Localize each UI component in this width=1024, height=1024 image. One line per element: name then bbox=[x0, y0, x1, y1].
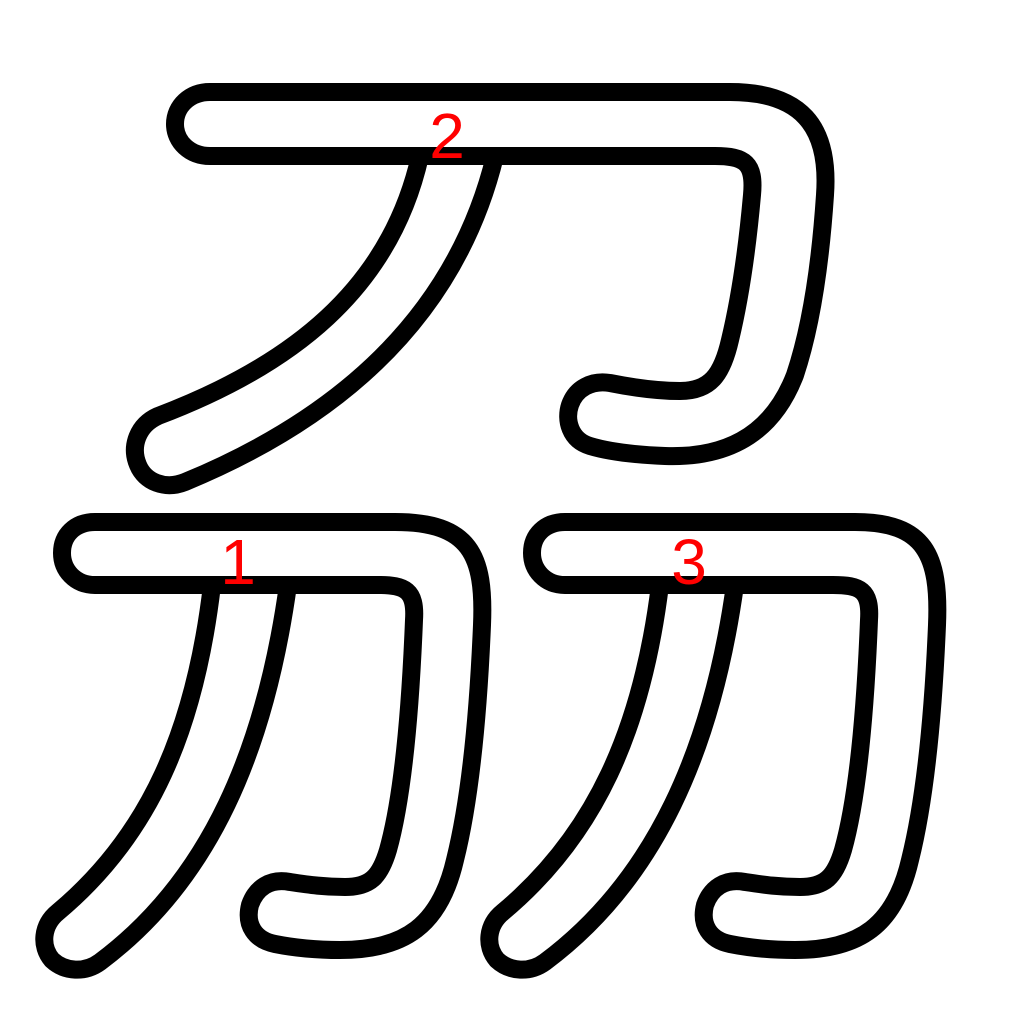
bottom-left-horizontal-hook-outline bbox=[53, 513, 492, 959]
stroke-number-3: 3 bbox=[671, 526, 707, 598]
stroke-number-1: 1 bbox=[220, 526, 256, 598]
top-left-falling-outline bbox=[125, 147, 504, 495]
bottom-right-horizontal-hook-outline bbox=[523, 513, 947, 959]
top-component bbox=[125, 83, 835, 495]
bottom-left-component bbox=[35, 513, 492, 979]
bottom-right-falling-outline bbox=[480, 576, 744, 979]
bottom-right-component bbox=[480, 513, 947, 979]
bottom-left-falling-outline bbox=[35, 576, 297, 979]
top-horizontal-hook-outline bbox=[166, 83, 835, 466]
stroke-number-2: 2 bbox=[429, 100, 465, 172]
